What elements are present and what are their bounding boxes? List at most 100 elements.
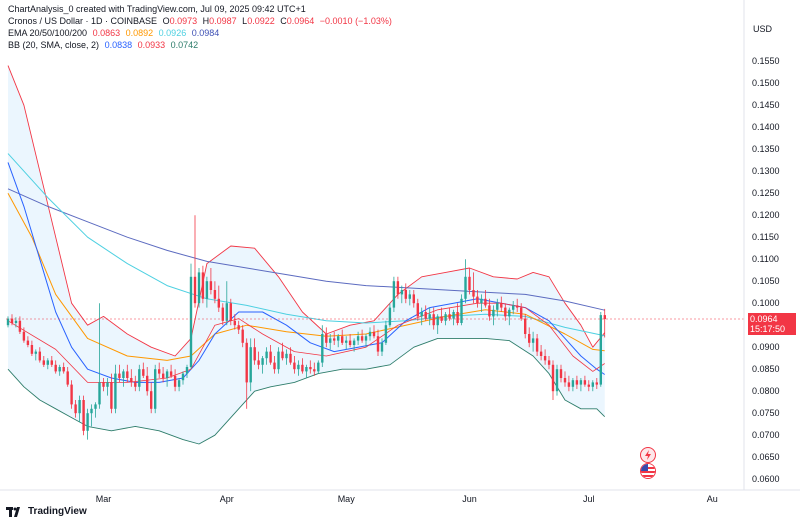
candle: [333, 331, 336, 345]
time-tick-label: Au: [707, 494, 718, 504]
candle-body: [221, 307, 224, 321]
candle: [285, 349, 288, 365]
price-tick-label: 0.0650: [752, 452, 780, 462]
candle: [126, 364, 129, 383]
candle-body: [400, 290, 404, 295]
candle-body: [158, 369, 161, 374]
ema200-line: [7, 188, 605, 311]
candle: [309, 360, 312, 374]
candle-body: [209, 281, 213, 290]
candle-body: [440, 316, 443, 321]
candle: [6, 316, 10, 328]
ema-legend[interactable]: EMA 20/50/100/200 0.0863 0.0892 0.0926 0…: [8, 27, 222, 39]
high-label: H: [202, 16, 210, 26]
candle: [74, 400, 77, 418]
candle: [181, 371, 185, 385]
candle-body: [241, 329, 244, 343]
candle: [217, 285, 220, 312]
candle-body: [567, 382, 571, 387]
open-label: O: [162, 16, 170, 26]
candle-body: [551, 364, 555, 392]
candle-body: [345, 340, 348, 343]
low-label: L: [242, 16, 248, 26]
low-value: 0.0922: [247, 16, 275, 26]
candle-body: [213, 290, 217, 299]
ema50-value: 0.0892: [125, 28, 154, 38]
candle: [30, 340, 34, 356]
candle-body: [102, 382, 105, 387]
candle-body: [539, 351, 543, 356]
candle: [345, 336, 348, 350]
candle-body: [285, 353, 288, 359]
candle-body: [126, 371, 129, 378]
candle-body: [173, 375, 177, 387]
candle: [535, 334, 539, 356]
time-tick-label: Apr: [220, 494, 234, 504]
candle: [257, 351, 260, 370]
candle-body: [348, 340, 352, 345]
candle: [329, 334, 332, 350]
candle: [213, 281, 217, 304]
candle: [352, 338, 356, 352]
candle: [146, 367, 149, 396]
tradingview-branding[interactable]: TradingView: [6, 506, 87, 517]
close-label: C: [280, 16, 287, 26]
candle: [301, 358, 304, 374]
candle: [372, 325, 376, 339]
candle: [70, 380, 73, 409]
price-tick-label: 0.0600: [752, 474, 780, 484]
price-tick-label: 0.0800: [752, 386, 780, 396]
open-value: 0.0973: [169, 16, 198, 26]
lightning-icon[interactable]: [640, 447, 656, 463]
bb-upper-line: [7, 65, 606, 357]
candle-body: [177, 380, 181, 387]
candle: [456, 303, 459, 326]
last-price-tag: 0.0964 15:17:50: [748, 313, 796, 335]
price-tick-label: 0.1100: [752, 254, 779, 264]
candle-body: [599, 315, 602, 385]
candle-body: [277, 351, 280, 370]
candle-body: [333, 338, 336, 341]
candle: [520, 303, 523, 321]
candle: [472, 272, 475, 304]
bb-label: BB (20, SMA, close, 2): [8, 40, 100, 50]
candle: [150, 382, 153, 414]
candle-body: [142, 369, 145, 376]
candle: [122, 369, 125, 387]
candle-body: [436, 316, 439, 326]
price-tick-label: 0.1500: [752, 78, 780, 88]
candle-body: [456, 312, 459, 323]
candle-body: [460, 298, 463, 323]
candle: [165, 369, 169, 387]
candle-body: [452, 312, 455, 319]
candle-body: [66, 371, 69, 385]
currency-label[interactable]: USD: [753, 24, 773, 34]
symbol-title[interactable]: Cronos / US Dollar · 1D · COINBASE: [8, 16, 158, 26]
candle-body: [46, 360, 49, 365]
candle: [106, 378, 109, 396]
candle: [551, 360, 555, 400]
candle: [225, 281, 228, 326]
candle-body: [543, 356, 547, 361]
candle-body: [388, 307, 392, 326]
candle: [261, 356, 264, 374]
bb-legend[interactable]: BB (20, SMA, close, 2) 0.0838 0.0933 0.0…: [8, 39, 201, 51]
time-axis[interactable]: Mar Apr May Jun Jul Au: [96, 494, 718, 504]
candle: [62, 362, 65, 374]
candle: [484, 290, 487, 308]
candle: [416, 298, 419, 321]
candle: [86, 408, 89, 440]
us-flag-icon[interactable]: [640, 463, 656, 479]
candle: [571, 378, 575, 392]
candle: [42, 356, 45, 367]
price-tick-label: 0.1200: [752, 210, 780, 220]
candles: [6, 215, 606, 440]
candle-body: [225, 303, 228, 321]
candle-body: [595, 382, 598, 385]
candle: [78, 395, 81, 422]
candle-body: [603, 315, 606, 320]
candle-body: [181, 373, 185, 381]
candle: [408, 290, 411, 306]
candle-body: [480, 298, 483, 304]
